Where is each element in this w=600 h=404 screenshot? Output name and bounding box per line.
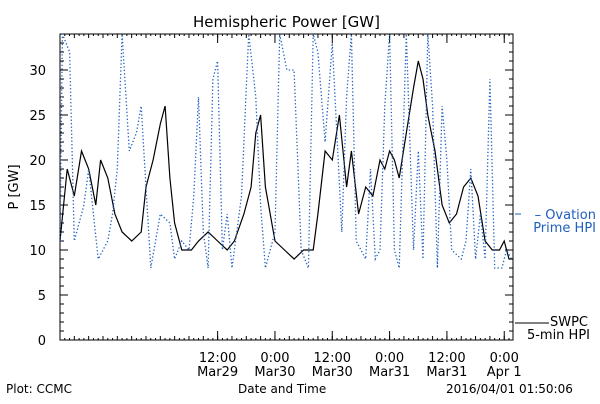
- x-tick-label-time: 12:00: [428, 351, 465, 366]
- y-tick-label: 30: [29, 64, 46, 79]
- plot-frame: [59, 33, 514, 341]
- y-tick-label: 20: [29, 154, 46, 169]
- y-axis-label: P [GW]: [7, 164, 22, 209]
- ovation-legend-line2: Prime HPI: [533, 221, 596, 236]
- x-tick-label-date: Mar31: [426, 365, 467, 380]
- x-tick-label-date: Mar30: [312, 365, 353, 380]
- y-tick-label: 10: [29, 244, 46, 259]
- x-tick-label-time: 12:00: [314, 351, 351, 366]
- x-tick-label-date: Apr 1: [487, 365, 522, 380]
- x-tick-label-time: 0:00: [375, 351, 404, 366]
- ovation-legend-line1: – Ovation: [535, 208, 596, 223]
- ovation-prime-line: [59, 33, 512, 269]
- x-tick-label-time: 12:00: [199, 351, 236, 366]
- swpc-hpi-line: [59, 60, 513, 260]
- y-tick-label: 0: [38, 334, 46, 349]
- x-tick-label-date: Mar29: [197, 365, 238, 380]
- x-tick-label-time: 0:00: [260, 351, 289, 366]
- swpc-legend-line1: SWPC: [550, 315, 588, 330]
- plot-timestamp: 2016/04/01 01:50:06: [446, 382, 573, 396]
- x-axis-footer-label: Date and Time: [238, 382, 327, 396]
- x-tick-label-time: 0:00: [490, 351, 519, 366]
- x-tick-label-date: Mar30: [254, 365, 295, 380]
- chart-title: Hemispheric Power [GW]: [193, 13, 380, 31]
- plot-credit: Plot: CCMC: [6, 382, 72, 396]
- y-tick-label: 25: [29, 109, 46, 124]
- x-tick-label-date: Mar31: [369, 365, 410, 380]
- y-tick-label: 5: [38, 289, 46, 304]
- swpc-legend-line2: 5-min HPI: [527, 328, 590, 343]
- y-tick-label: 15: [29, 199, 46, 214]
